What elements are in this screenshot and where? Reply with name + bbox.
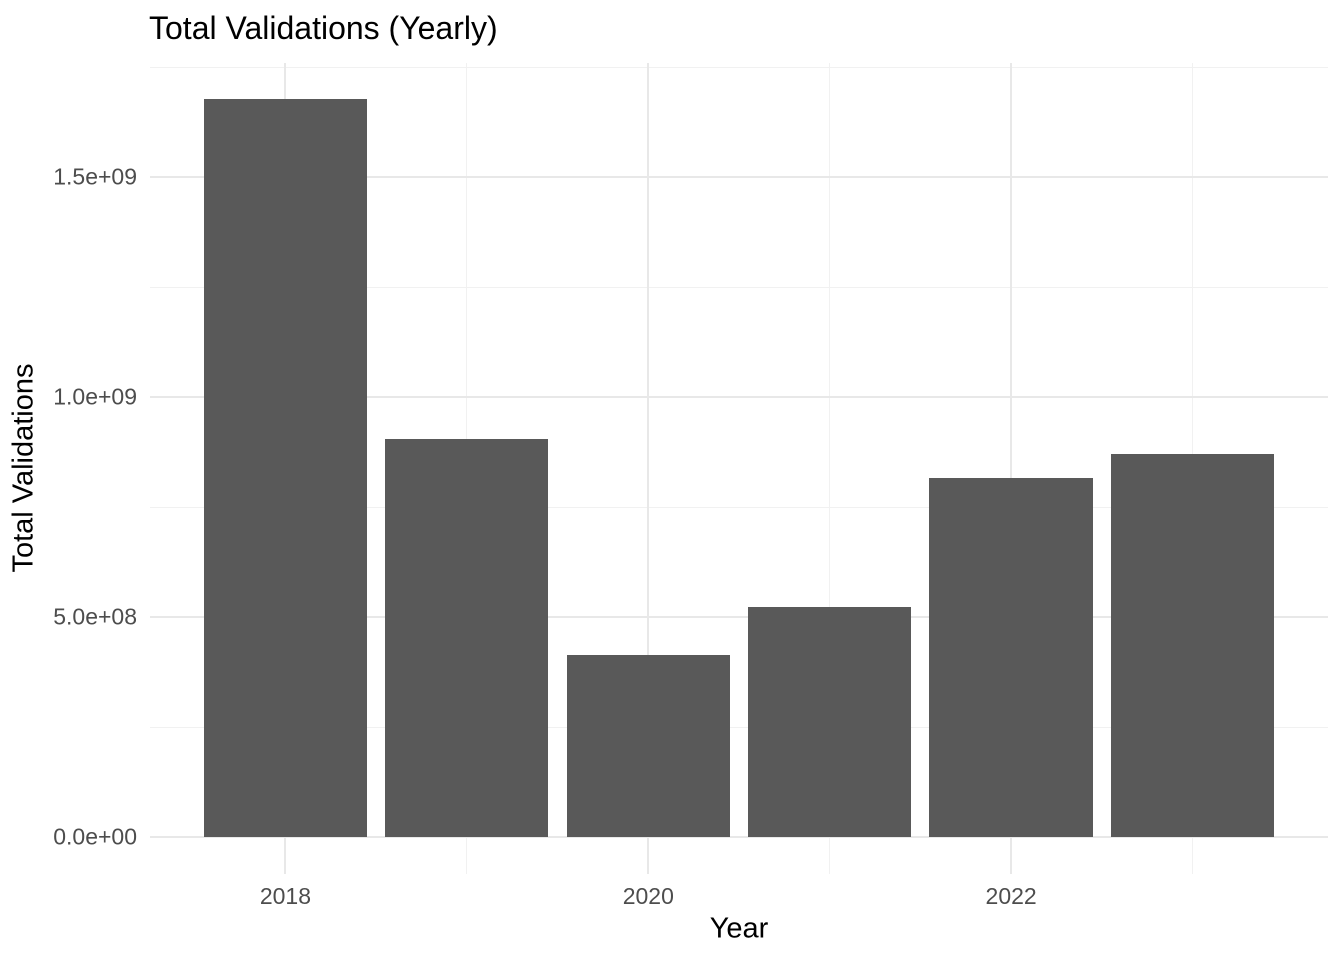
x-major-gridline xyxy=(1010,63,1013,874)
bar-2018 xyxy=(203,99,368,837)
x-major-gridline xyxy=(647,63,650,874)
y-minor-gridline xyxy=(150,66,1328,68)
y-tick-label: 1.5e+09 xyxy=(53,163,137,190)
x-tick-label: 2018 xyxy=(259,883,312,909)
bar-2020 xyxy=(566,654,730,837)
y-tick-label: 5.0e+08 xyxy=(53,603,137,630)
y-minor-gridline xyxy=(150,726,1328,728)
y-major-gridline xyxy=(150,396,1328,399)
bar-2021 xyxy=(748,606,912,837)
x-minor-gridline xyxy=(829,63,831,874)
bar-2022 xyxy=(929,478,1093,837)
bar-2023 xyxy=(1110,454,1275,837)
y-minor-gridline xyxy=(150,506,1328,508)
bar-2019 xyxy=(385,438,549,837)
y-major-gridline xyxy=(150,616,1328,619)
chart-title: Total Validations (Yearly) xyxy=(149,10,498,46)
x-tick-label: 2022 xyxy=(985,883,1037,909)
plot-panel xyxy=(150,63,1328,874)
x-axis-title: Year xyxy=(709,912,769,945)
y-major-gridline xyxy=(150,836,1328,838)
y-tick-label: 1.0e+09 xyxy=(53,383,137,410)
y-tick-label: 0.0e+00 xyxy=(53,823,137,850)
y-minor-gridline xyxy=(150,286,1328,288)
x-tick-label: 2020 xyxy=(622,883,674,909)
y-major-gridline xyxy=(150,176,1328,179)
